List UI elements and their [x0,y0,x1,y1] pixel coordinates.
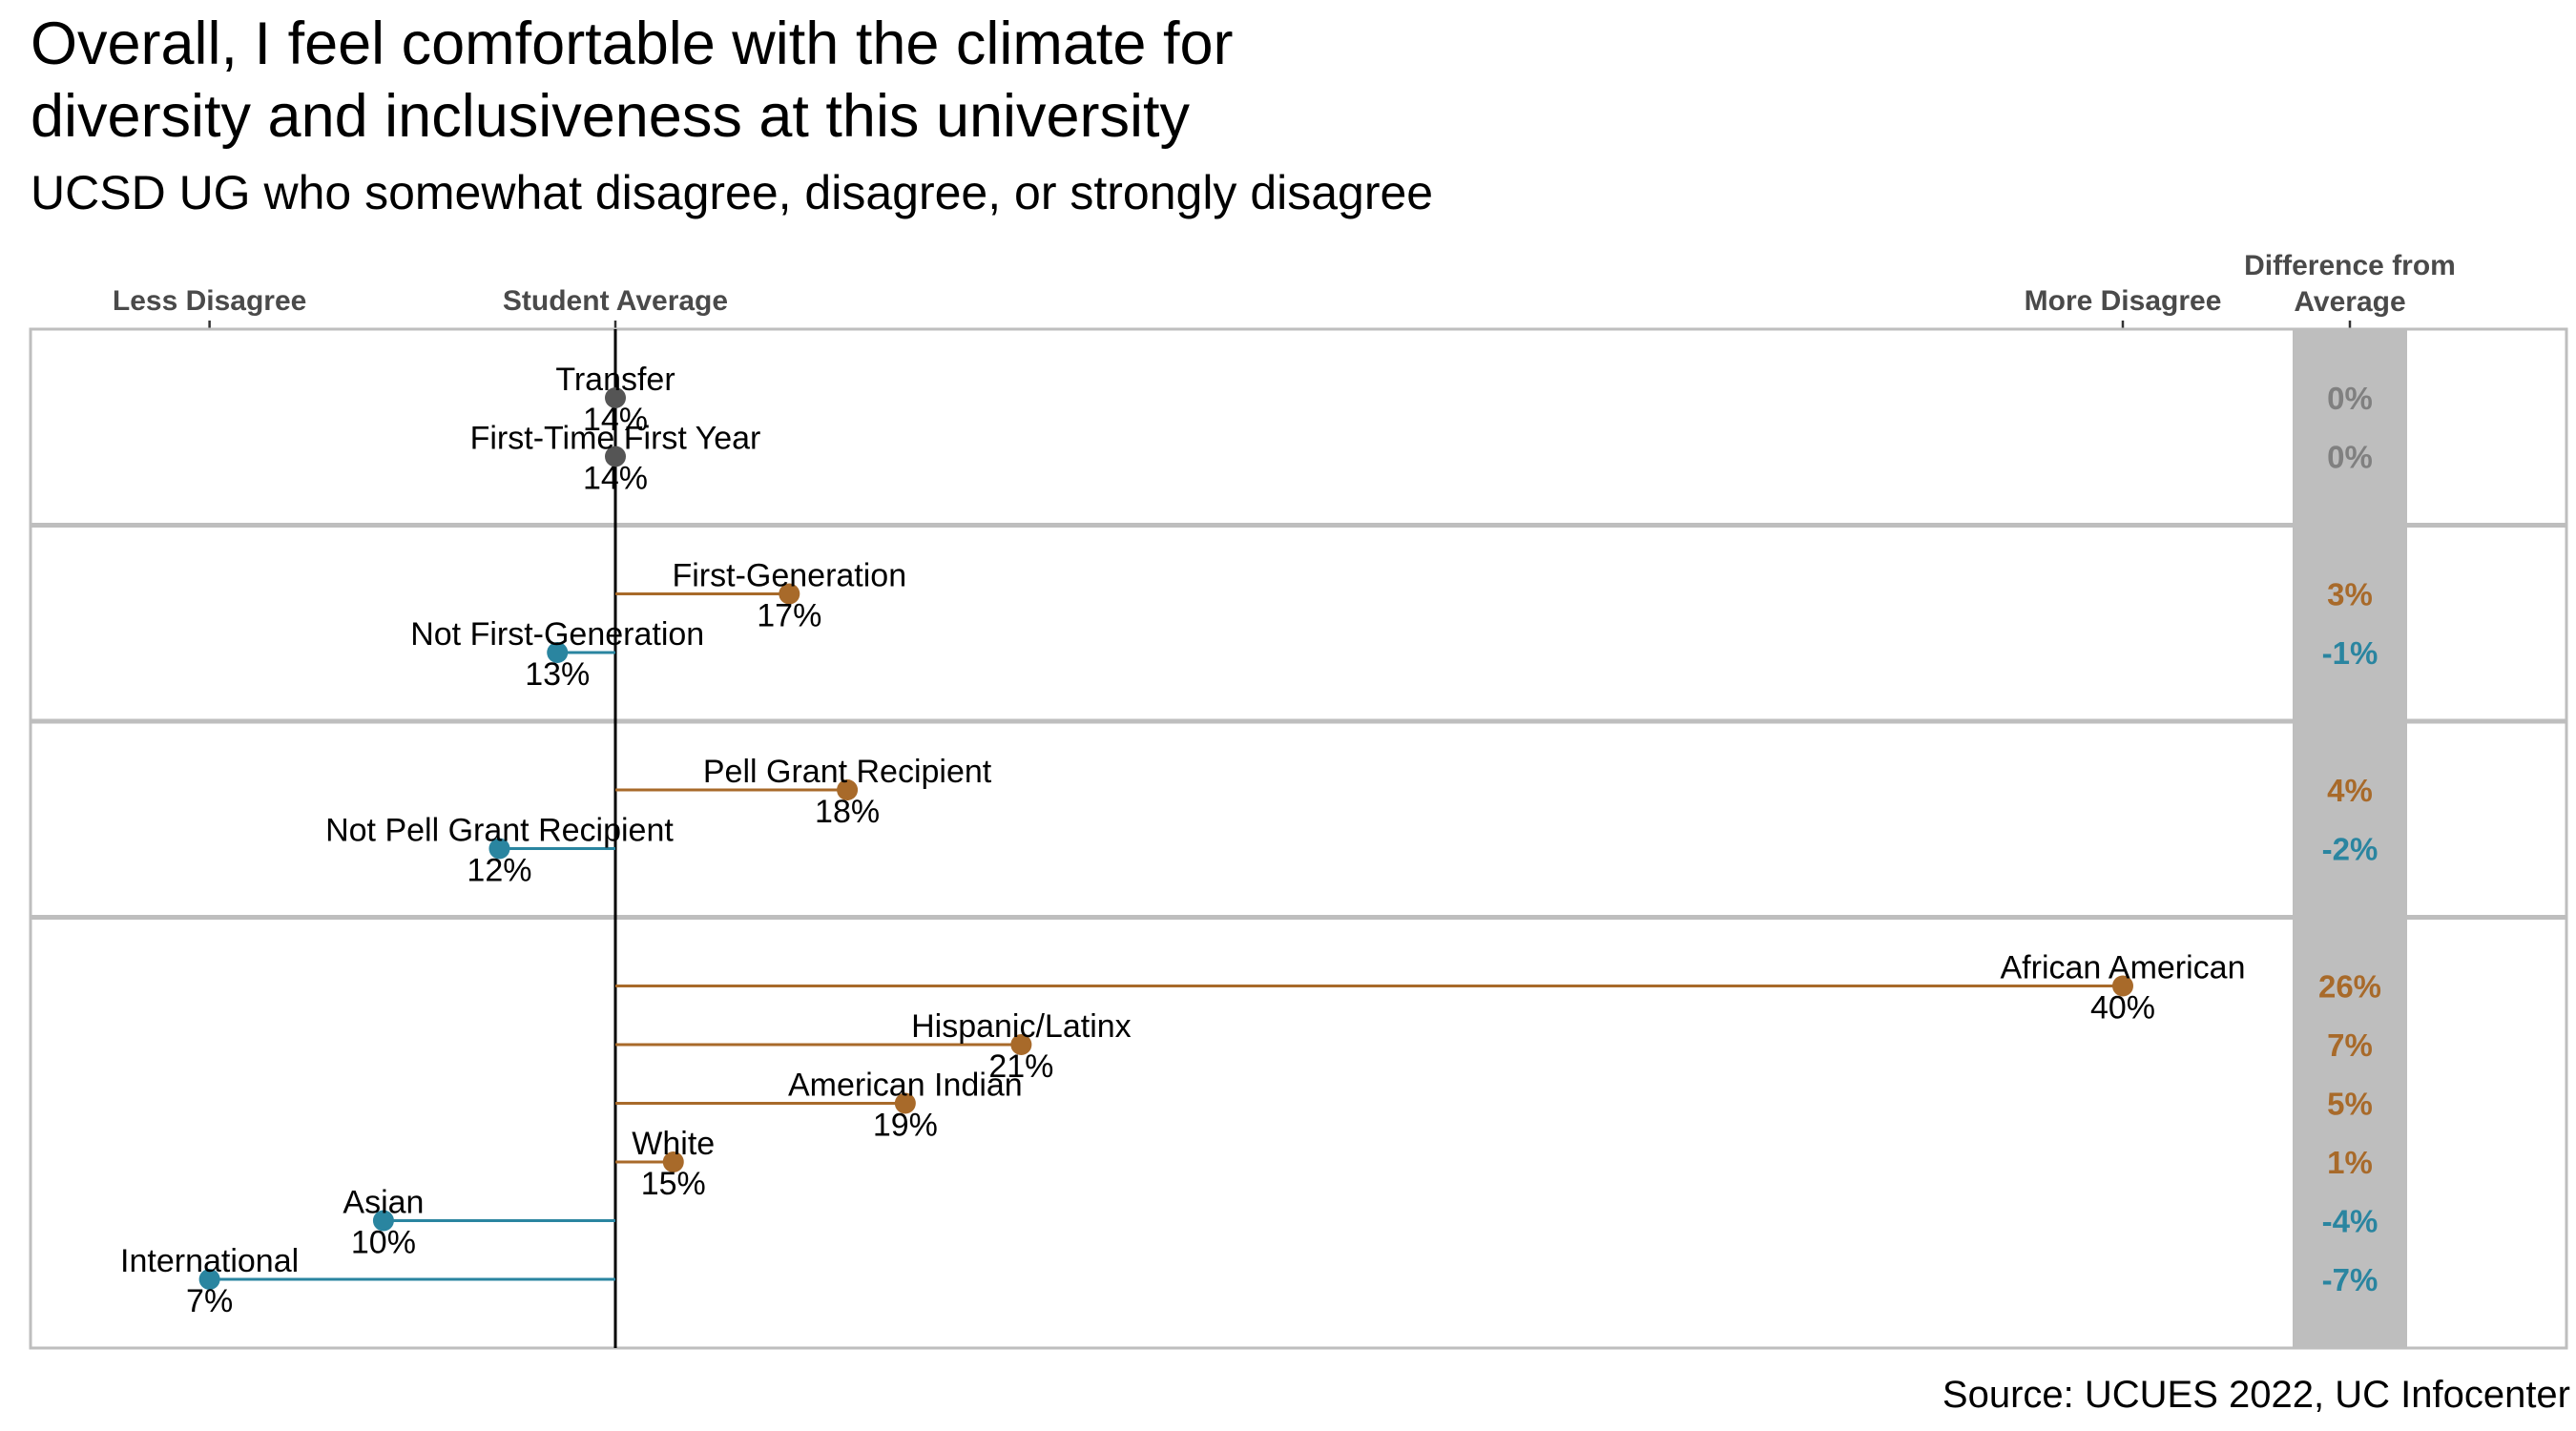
group-label-not-pell-grant-recipient: Not Pell Grant Recipient [325,813,674,849]
chart-title-line-1: Overall, I feel comfortable with the cli… [31,10,1234,77]
value-label-first-generation: 17% [757,598,821,634]
dot-white [662,1151,684,1172]
diff-value-pell-grant-recipient: 4% [2327,773,2373,808]
dot-international [198,1269,220,1290]
diff-value-first-generation: 3% [2327,577,2373,612]
dot-pell-grant-recipient [837,779,859,800]
dot-american-indian [894,1092,916,1114]
group-label-transfer: Transfer [555,362,675,398]
diff-value-international: -7% [2322,1262,2379,1297]
group-label-international: International [120,1243,299,1279]
group-label-hispanic-latinx: Hispanic/Latinx [911,1008,1132,1045]
diff-value-white: 1% [2327,1145,2373,1180]
difference-band [2293,329,2407,1348]
diff-header-line-1: Difference from [2244,250,2456,281]
dot-not-pell-grant-recipient [488,838,510,860]
value-label-not-pell-grant-recipient: 12% [467,853,531,889]
dot-transfer [605,387,626,408]
dot-not-first-generation [547,642,569,663]
group-label-white: White [632,1126,715,1162]
chart-frame [29,327,2568,1350]
value-label-white: 15% [641,1166,706,1202]
group-label-asian: Asian [343,1185,424,1221]
diff-value-hispanic-latinx: 7% [2327,1027,2373,1063]
value-label-not-first-generation: 13% [525,656,590,693]
group-label-not-first-generation: Not First-Generation [410,616,704,653]
diff-value-first-time-first-year: 0% [2327,440,2373,475]
diff-header-line-2: Average [2294,286,2405,318]
group-label-african-american: African American [2001,950,2246,986]
chart-subtitle: UCSD UG who somewhat disagree, disagree,… [31,166,1434,219]
value-label-african-american: 40% [2090,990,2155,1027]
group-label-pell-grant-recipient: Pell Grant Recipient [703,754,992,790]
group-label-american-indian: American Indian [788,1068,1023,1104]
diff-value-asian: -4% [2322,1204,2379,1239]
dot-african-american [2112,975,2133,997]
value-label-pell-grant-recipient: 18% [815,794,880,830]
diff-value-not-first-generation: -1% [2322,635,2379,671]
diff-value-transfer: 0% [2327,381,2373,416]
value-label-american-indian: 19% [873,1108,938,1144]
chart-title: Overall, I feel comfortable with the cli… [31,8,1234,153]
dot-hispanic-latinx [1010,1034,1032,1055]
dot-first-generation [779,583,800,605]
group-label-first-generation: First-Generation [672,558,906,594]
diff-value-american-indian: 5% [2327,1087,2373,1122]
dot-first-time-first-year [605,446,626,467]
chart-title-line-2: diversity and inclusiveness at this univ… [31,83,1191,150]
diff-value-african-american: 26% [2318,969,2381,1005]
value-label-transfer: 14% [583,402,648,438]
axis-label-student-average: Student Average [503,285,728,317]
axis-label-less-disagree: Less Disagree [113,285,306,317]
value-label-first-time-first-year: 14% [583,461,648,497]
dot-asian [372,1210,394,1232]
diff-value-not-pell-grant-recipient: -2% [2322,832,2379,867]
axis-label-more-disagree: More Disagree [2025,285,2222,317]
source-note: Source: UCUES 2022, UC Infocenter [1942,1374,2570,1416]
value-label-asian: 10% [351,1225,416,1261]
group-label-first-time-first-year: First-Time First Year [470,421,761,457]
value-label-international: 7% [186,1283,233,1319]
value-label-hispanic-latinx: 21% [988,1048,1053,1085]
